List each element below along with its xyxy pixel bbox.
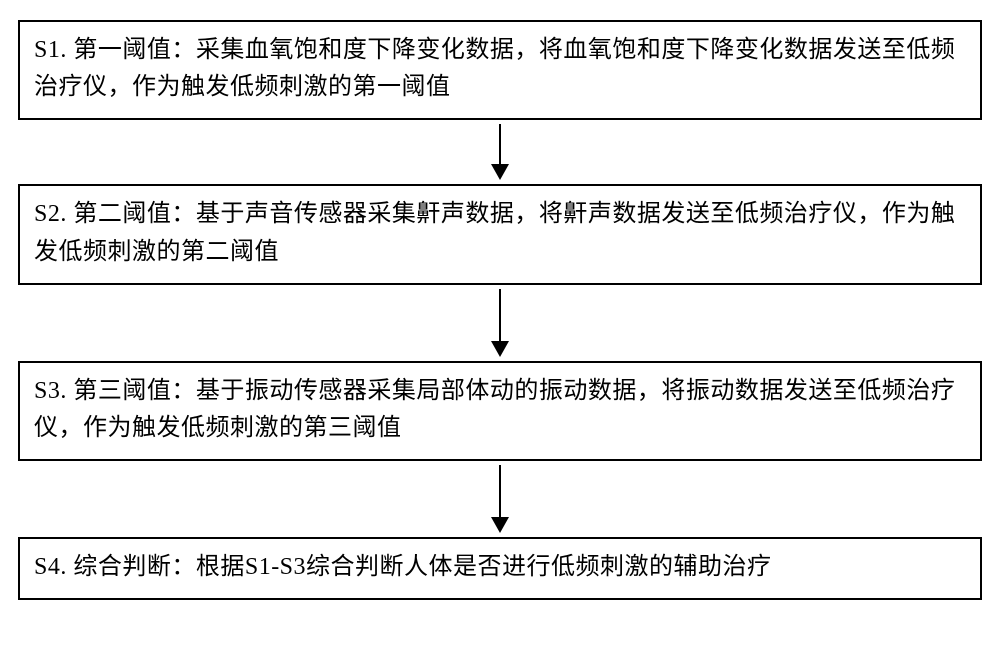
arrow-shaft — [499, 124, 501, 164]
arrow-head-icon — [491, 164, 509, 180]
flow-arrow — [491, 465, 509, 533]
flowchart-container: S1. 第一阈值：采集血氧饱和度下降变化数据，将血氧饱和度下降变化数据发送至低频… — [0, 0, 1000, 610]
arrow-head-icon — [491, 517, 509, 533]
flow-step-text: S1. 第一阈值：采集血氧饱和度下降变化数据，将血氧饱和度下降变化数据发送至低频… — [34, 37, 955, 100]
flow-step-text: S3. 第三阈值：基于振动传感器采集局部体动的振动数据，将振动数据发送至低频治疗… — [34, 378, 955, 441]
flow-step-s4: S4. 综合判断：根据S1-S3综合判断人体是否进行低频刺激的辅助治疗 — [18, 537, 982, 600]
flow-step-s1: S1. 第一阈值：采集血氧饱和度下降变化数据，将血氧饱和度下降变化数据发送至低频… — [18, 20, 982, 120]
flow-arrow — [491, 289, 509, 357]
arrow-head-icon — [491, 341, 509, 357]
arrow-shaft — [499, 289, 501, 341]
flow-step-text: S2. 第二阈值：基于声音传感器采集鼾声数据，将鼾声数据发送至低频治疗仪，作为触… — [34, 201, 955, 264]
flow-step-s3: S3. 第三阈值：基于振动传感器采集局部体动的振动数据，将振动数据发送至低频治疗… — [18, 361, 982, 461]
flow-arrow — [491, 124, 509, 180]
arrow-shaft — [499, 465, 501, 517]
flow-step-s2: S2. 第二阈值：基于声音传感器采集鼾声数据，将鼾声数据发送至低频治疗仪，作为触… — [18, 184, 982, 284]
flow-step-text: S4. 综合判断：根据S1-S3综合判断人体是否进行低频刺激的辅助治疗 — [34, 554, 772, 580]
